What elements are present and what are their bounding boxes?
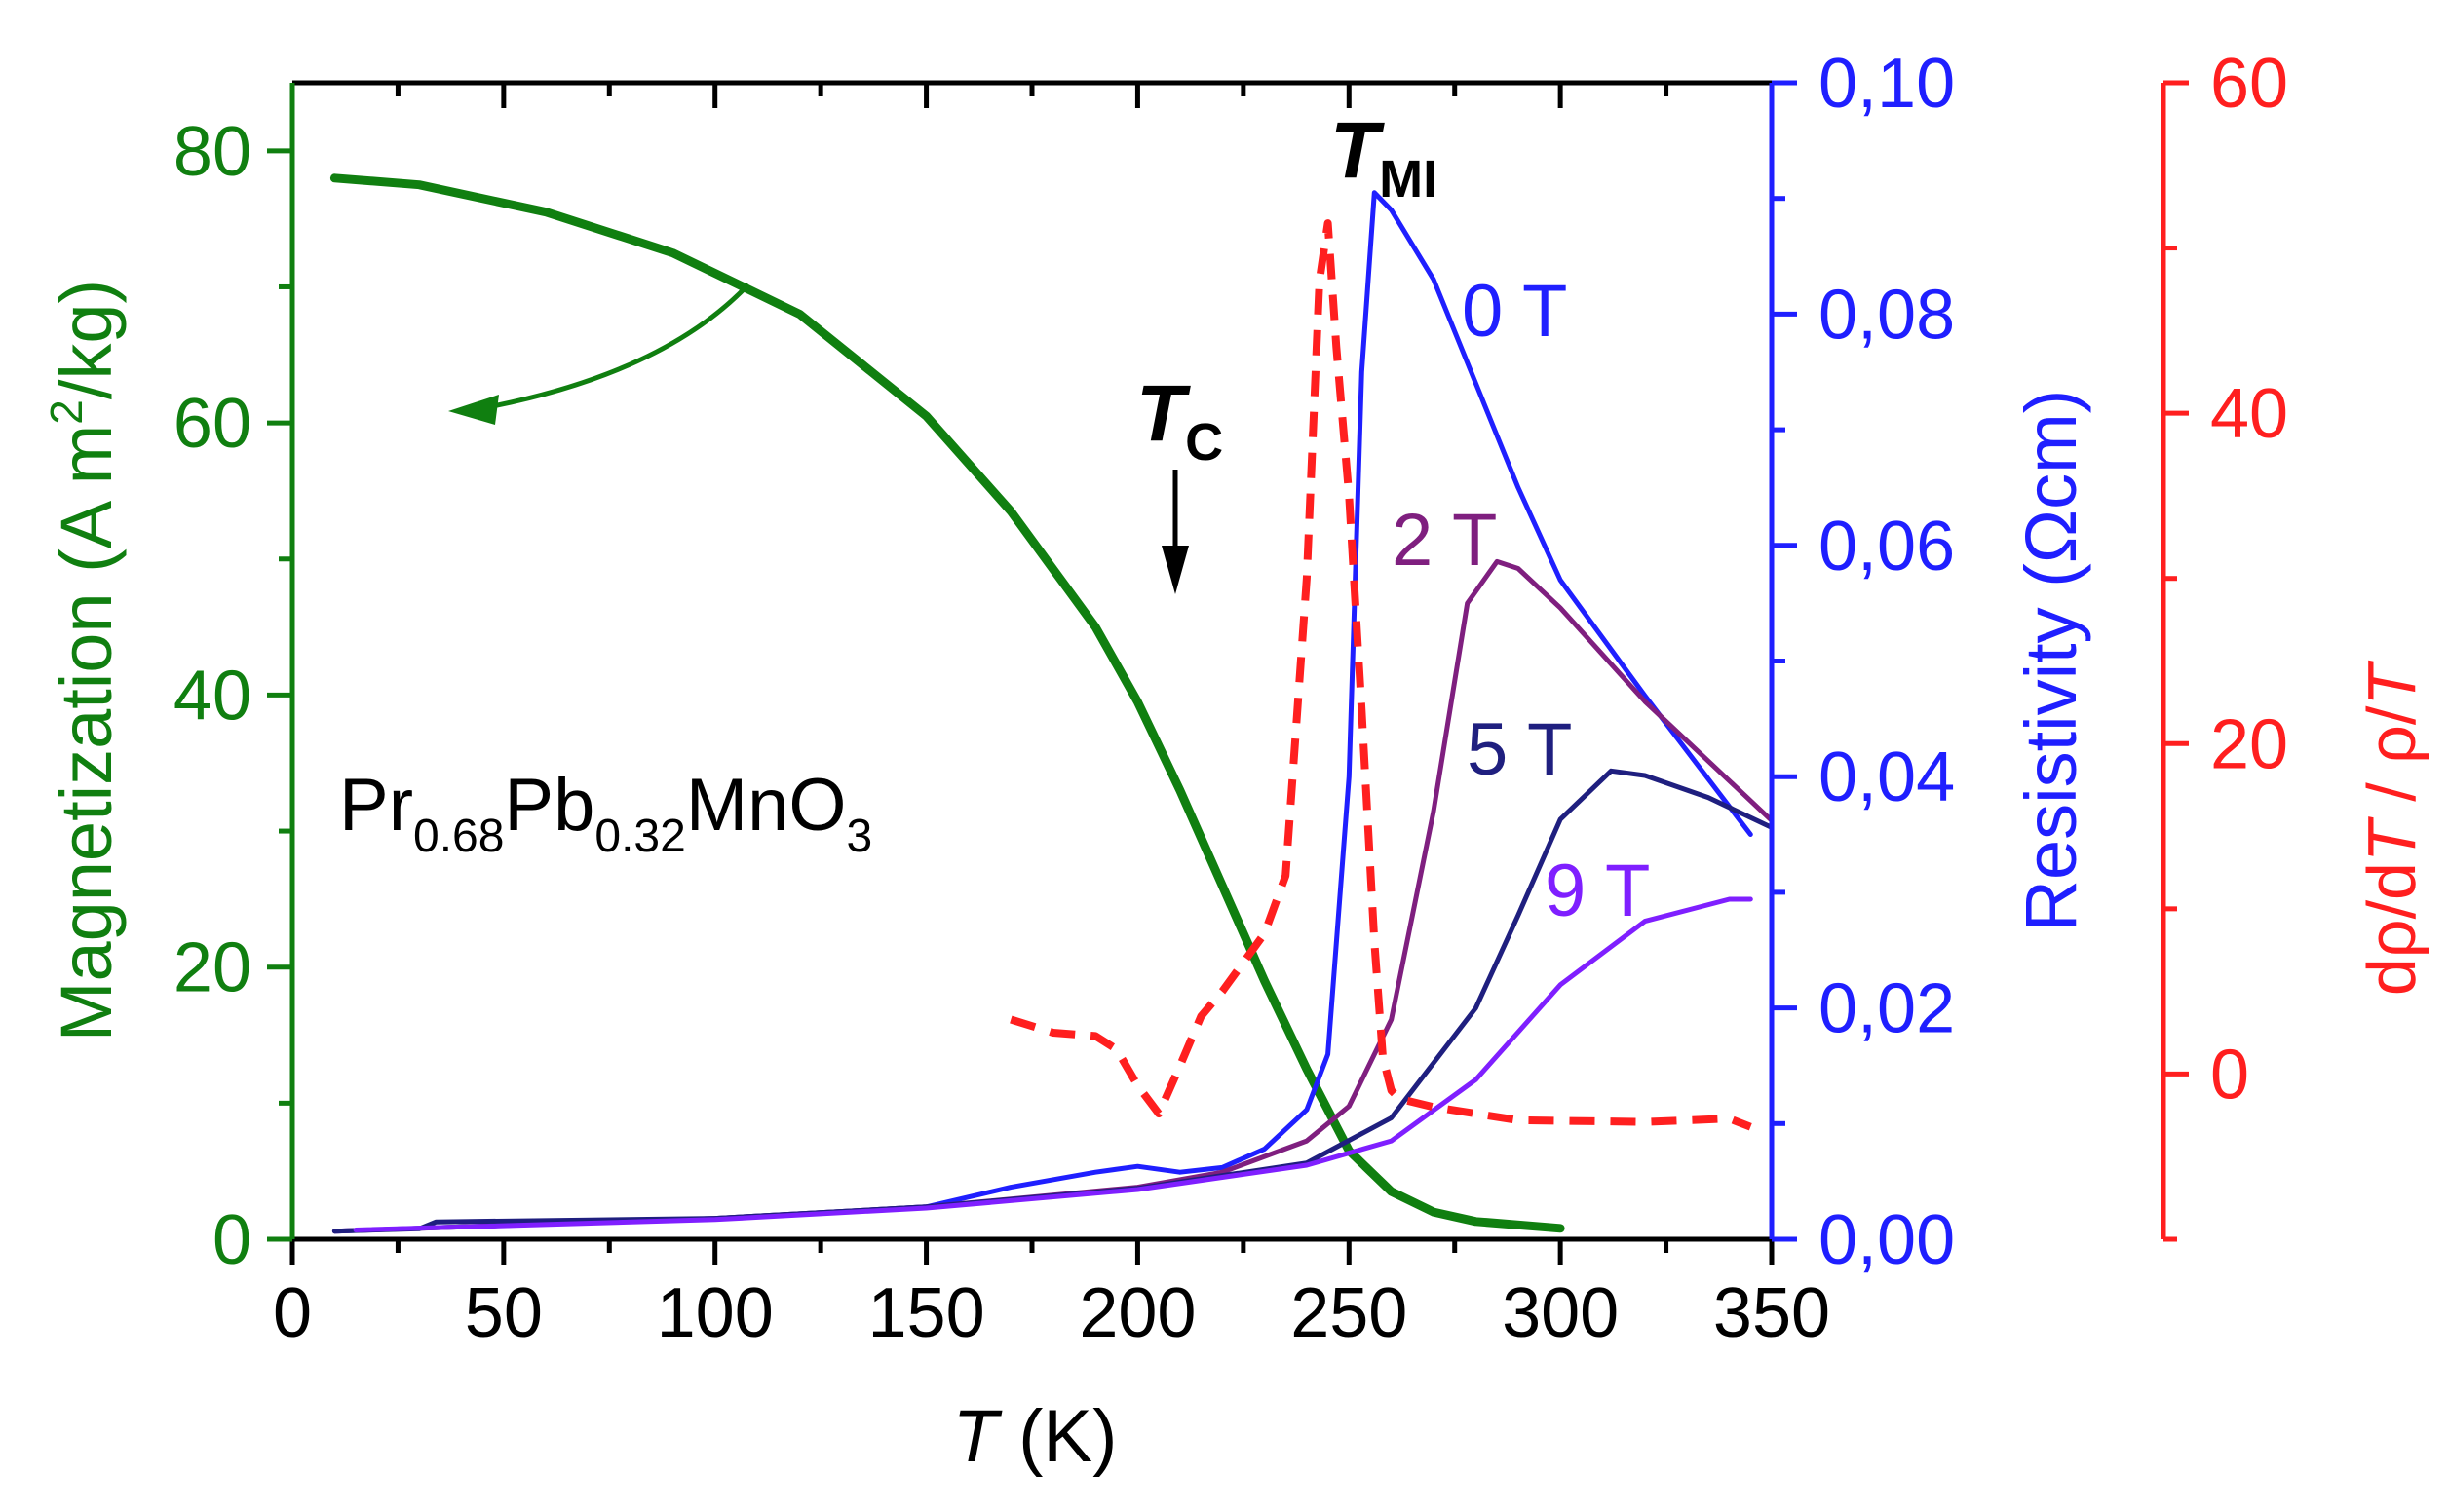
formula-mno: MnO xyxy=(686,764,847,847)
tc-label-symbol: T xyxy=(1136,369,1191,458)
magnetization-axis: 0 20 40 60 80 xyxy=(173,83,295,1279)
formula-o-subscript: 3 xyxy=(847,811,873,862)
resistivity-tick-label: 0,04 xyxy=(1818,738,1955,816)
pointer-arrow-head xyxy=(448,395,499,425)
magnetization-title-exponent: 2 xyxy=(41,399,92,425)
x-axis-title-unit: (K) xyxy=(998,1395,1117,1478)
formula-pr: Pr xyxy=(339,764,413,847)
drho-title-part3: / ρ/ xyxy=(2353,705,2429,820)
field-label-5t: 5 T xyxy=(1467,708,1572,791)
resistivity-axis: 0,00 0,02 0,04 0,06 0,08 0,10 xyxy=(1769,45,1955,1279)
pointer-arrow-curve xyxy=(477,283,750,412)
resistivity-title-main: Resistivity ( xyxy=(2010,563,2091,932)
resistivity-tick-label: 0,00 xyxy=(1818,1201,1955,1279)
series-5t-line xyxy=(331,768,1775,1234)
series-9t-line xyxy=(353,896,1753,1232)
magnetization-tick-label: 60 xyxy=(173,385,251,463)
magnetization-title-tail: /kg) xyxy=(46,280,127,399)
drho-tick-label: 60 xyxy=(2210,45,2288,123)
drho-tick-label: 20 xyxy=(2210,705,2288,783)
x-tick-label: 50 xyxy=(465,1274,543,1352)
resistivity-tick-label: 0,06 xyxy=(1818,508,1955,586)
compound-formula-label: Pr0.68Pb0.32MnO3 xyxy=(339,764,872,862)
tmi-label: TMI xyxy=(1330,106,1437,208)
series-layer xyxy=(329,173,1775,1234)
drho-tick-label: 0 xyxy=(2210,1036,2249,1114)
tc-arrow xyxy=(1162,470,1189,594)
drho-title-part2: T xyxy=(2353,816,2429,862)
resistivity-title-omega: Ω xyxy=(2010,510,2091,563)
resistivity-tick-label: 0,10 xyxy=(1818,45,1955,123)
resistivity-axis-title: Resistivity (Ωcm) xyxy=(2010,390,2091,932)
plot-frame xyxy=(292,80,1772,1242)
drho-axis-title: dρ/dT / ρ/T xyxy=(2353,661,2429,997)
formula-pb-subscript: 0.32 xyxy=(594,811,685,862)
x-tick-label: 250 xyxy=(1290,1274,1407,1352)
magnetization-tick-label: 80 xyxy=(173,113,251,191)
series-magnetization-line xyxy=(329,173,1565,1233)
formula-pr-subscript: 0.68 xyxy=(413,811,504,862)
field-label-0t: 0 T xyxy=(1462,270,1567,353)
magnetization-axis-pointer-arrow xyxy=(448,283,750,425)
magnetization-tick-label: 20 xyxy=(173,929,251,1007)
tmi-label-subscript: MI xyxy=(1379,150,1437,208)
resistivity-tick-label: 0,08 xyxy=(1818,276,1955,354)
drho-axis: 0 20 40 60 xyxy=(2161,45,2288,1242)
x-axis-title-symbol: T xyxy=(953,1395,1003,1478)
resistivity-title-tail: cm) xyxy=(2010,390,2091,510)
x-tick-label: 100 xyxy=(657,1274,774,1352)
formula-pb: Pb xyxy=(504,764,594,847)
x-tick-label: 150 xyxy=(868,1274,985,1352)
drho-tick-label: 40 xyxy=(2210,375,2288,453)
x-tick-label: 0 xyxy=(273,1274,312,1352)
resistivity-tick-label: 0,02 xyxy=(1818,970,1955,1048)
magnetization-tick-label: 0 xyxy=(212,1201,251,1279)
tmi-label-symbol: T xyxy=(1330,106,1385,195)
magnetization-title-main: Magnetization (A m xyxy=(46,425,127,1041)
drho-title-part4: T xyxy=(2353,661,2429,706)
field-label-9t: 9 T xyxy=(1545,850,1650,932)
magnetization-axis-title: Magnetization (A m2/kg) xyxy=(41,280,127,1041)
x-axis-ticks: 0 50 100 150 200 250 300 350 xyxy=(273,83,1830,1352)
x-tick-label: 350 xyxy=(1713,1274,1830,1352)
x-tick-label: 200 xyxy=(1079,1274,1196,1352)
x-tick-label: 300 xyxy=(1502,1274,1619,1352)
tc-label-subscript: C xyxy=(1185,413,1223,472)
tc-arrow-head xyxy=(1162,546,1189,594)
drho-title-part1: dρ/d xyxy=(2353,862,2429,996)
series-drho-line xyxy=(1010,219,1752,1131)
x-axis-title: T (K) xyxy=(953,1395,1118,1478)
series-0t-line xyxy=(331,190,1753,1234)
magnetization-tick-label: 40 xyxy=(173,657,251,735)
tc-label: TC xyxy=(1136,369,1223,472)
field-label-2t: 2 T xyxy=(1392,499,1497,582)
